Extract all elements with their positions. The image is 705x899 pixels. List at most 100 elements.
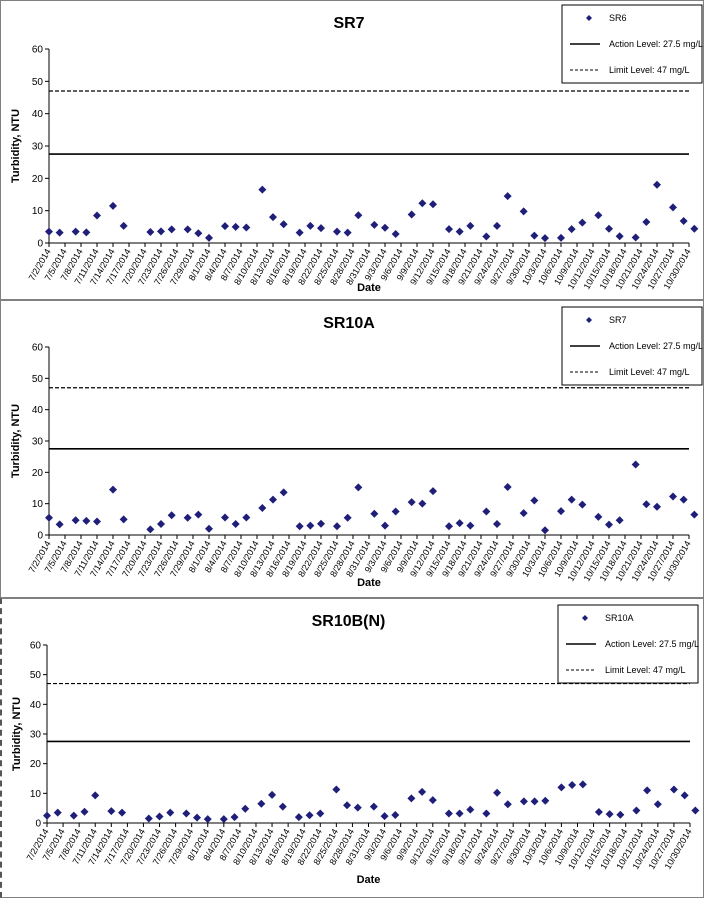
data-point — [71, 227, 80, 236]
data-point — [219, 815, 228, 824]
data-point — [380, 812, 389, 821]
chart-panel-sr10b-n: SR10B(N) 0 10 20 30 40 50 60 Turbidity, NTU 7/2/2… — [0, 598, 704, 898]
y-tick-label: 10 — [30, 789, 42, 800]
data-point — [91, 791, 100, 800]
chart-title: SR10A — [323, 315, 375, 332]
data-point — [146, 228, 155, 237]
legend: SR10A Action Level: 27.5 mg/L Limit Level:… — [557, 604, 699, 684]
data-point — [493, 788, 502, 797]
data-point — [615, 516, 624, 525]
y-tick-label: 60 — [32, 45, 44, 56]
data-point — [691, 806, 700, 815]
y-tick-label: 20 — [30, 759, 42, 770]
chart-panel-sr7: SR7 0 10 20 30 40 50 60 Turbidity, NTU 7/2/2014 7/… — [0, 0, 704, 300]
data-point — [231, 222, 240, 231]
y-tick-label: 30 — [32, 437, 44, 448]
data-point — [166, 808, 175, 817]
data-point — [333, 522, 341, 531]
y-tick-label: 0 — [35, 819, 41, 830]
data-point — [493, 221, 501, 230]
legend-action-label: Action Level: 27.5 mg/L — [605, 639, 699, 649]
data-point — [444, 809, 453, 818]
data-point — [144, 814, 153, 823]
data-point — [370, 220, 379, 229]
data-point — [466, 221, 475, 230]
data-point — [519, 509, 528, 518]
data-point — [503, 483, 512, 492]
data-point — [503, 192, 512, 201]
data-point — [55, 520, 64, 529]
legend-limit-label: Limit Level: 47 mg/L — [609, 65, 690, 75]
x-axis-label: Date — [357, 577, 381, 589]
data-point — [242, 223, 251, 232]
legend: SR7 Action Level: 27.5 mg/L Limit Level: 4… — [561, 306, 703, 386]
data-point — [82, 516, 91, 525]
y-tick-label: 50 — [32, 77, 44, 88]
y-tick-label: 60 — [30, 641, 42, 652]
data-point — [295, 228, 304, 237]
legend-action-label: Action Level: 27.5 mg/L — [609, 39, 703, 49]
data-point — [258, 185, 267, 194]
y-tick-label: 10 — [32, 206, 44, 217]
data-point — [428, 796, 437, 805]
data-point — [445, 225, 453, 234]
data-point — [578, 218, 587, 227]
data-point — [193, 813, 202, 822]
data-point — [119, 221, 128, 230]
chart-title: SR10B(N) — [312, 613, 386, 630]
chart-title: SR7 — [333, 15, 364, 32]
data-point — [418, 787, 427, 796]
data-point — [332, 785, 341, 794]
data-point — [407, 794, 416, 803]
data-point — [568, 781, 577, 790]
data-point — [680, 791, 689, 800]
legend-marker — [586, 15, 592, 21]
legend-series-label: SR6 — [609, 13, 627, 23]
data-point — [381, 223, 389, 232]
data-point — [519, 797, 528, 806]
data-point — [107, 807, 116, 816]
y-tick-label: 50 — [32, 374, 44, 385]
data-point — [45, 513, 53, 522]
data-point — [632, 806, 641, 815]
data-point — [53, 808, 62, 817]
data-point — [203, 815, 212, 824]
data-point — [455, 809, 464, 818]
data-point — [381, 521, 389, 530]
data-point — [71, 516, 80, 525]
data-point — [631, 233, 640, 242]
data-point — [578, 500, 587, 509]
data-point — [231, 520, 240, 529]
chart-panel-sr10a: SR10A 0 10 20 30 40 50 60 Turbidity, NTU 7/2/2014… — [0, 300, 704, 598]
y-tick-label: 30 — [30, 730, 42, 741]
data-point — [605, 224, 613, 233]
y-axis-label: Turbidity, NTU — [11, 697, 23, 771]
data-point — [653, 800, 662, 809]
data-point — [109, 485, 117, 494]
data-point — [354, 483, 363, 492]
data-point — [690, 510, 699, 519]
data-point — [279, 488, 288, 497]
data-point — [155, 812, 164, 821]
data-point — [353, 803, 362, 812]
y-tick-label: 10 — [32, 499, 44, 510]
data-point — [642, 217, 651, 226]
data-point — [631, 460, 640, 469]
data-point — [109, 201, 117, 210]
data-point — [333, 227, 341, 236]
data-point — [146, 525, 155, 534]
y-tick-label: 0 — [37, 239, 43, 250]
data-point — [80, 807, 89, 816]
data-point — [407, 498, 416, 507]
y-tick-label: 40 — [30, 700, 42, 711]
data-point — [157, 520, 165, 529]
y-tick-label: 40 — [32, 405, 44, 416]
data-point — [482, 809, 491, 818]
data-point — [541, 796, 550, 805]
data-point — [258, 504, 267, 513]
y-tick-label: 50 — [30, 670, 42, 681]
data-point — [653, 502, 661, 511]
data-point — [230, 813, 239, 822]
data-point — [466, 521, 475, 530]
